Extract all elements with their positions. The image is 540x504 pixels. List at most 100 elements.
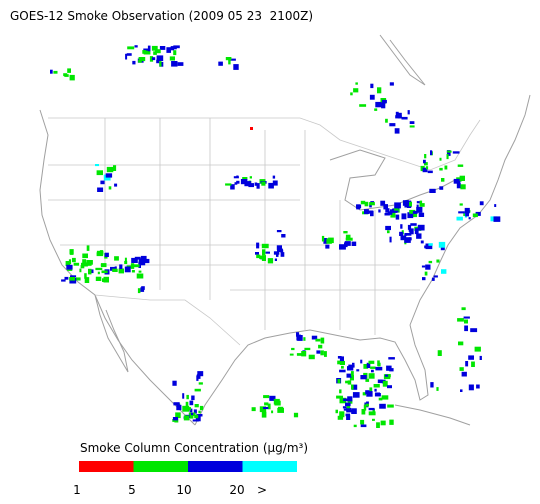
smoke-pixel xyxy=(138,60,142,63)
smoke-pixel xyxy=(175,412,181,419)
smoke-pixel xyxy=(190,412,194,416)
smoke-layer xyxy=(50,45,501,428)
smoke-pixel xyxy=(372,408,375,414)
smoke-pixel xyxy=(366,401,369,404)
smoke-pixel xyxy=(440,245,445,251)
smoke-pixel xyxy=(236,180,240,184)
smoke-pixel xyxy=(347,366,354,371)
smoke-pixel xyxy=(369,387,373,393)
smoke-pixel xyxy=(408,201,412,207)
smoke-pixel xyxy=(97,187,104,192)
smoke-pixel xyxy=(339,244,346,250)
smoke-pixel xyxy=(273,251,280,255)
smoke-pixel xyxy=(280,252,285,257)
smoke-pixel xyxy=(73,262,80,266)
smoke-pixel xyxy=(188,407,191,411)
smoke-pixel xyxy=(233,64,239,70)
smoke-pixel xyxy=(136,273,144,279)
smoke-pixel xyxy=(377,362,381,367)
smoke-pixel xyxy=(407,110,410,115)
smoke-pixel xyxy=(360,375,367,380)
smoke-pixel xyxy=(269,395,276,401)
smoke-pixel xyxy=(325,244,330,249)
smoke-pixel xyxy=(365,403,369,407)
legend-tick-label: 1 xyxy=(73,483,81,497)
smoke-pixel xyxy=(173,50,177,56)
smoke-pixel xyxy=(472,213,478,218)
smoke-pixel xyxy=(385,118,388,123)
smoke-pixel xyxy=(457,318,464,322)
smoke-pixel xyxy=(360,419,365,425)
smoke-pixel xyxy=(464,325,468,332)
smoke-pixel xyxy=(67,268,73,271)
smoke-pixel xyxy=(416,201,420,204)
smoke-pixel xyxy=(337,415,344,420)
smoke-pixel xyxy=(386,365,392,371)
smoke-pixel xyxy=(68,259,72,265)
smoke-pixel xyxy=(256,254,261,259)
smoke-pixel xyxy=(194,414,199,419)
smoke-pixel xyxy=(254,182,258,186)
smoke-pixel xyxy=(177,62,184,66)
smoke-pixel xyxy=(364,201,369,207)
smoke-pixel xyxy=(418,212,425,217)
smoke-pixel xyxy=(196,374,201,379)
smoke-pixel xyxy=(53,70,58,74)
smoke-pixel xyxy=(458,211,465,214)
legend-swatch xyxy=(133,461,188,472)
smoke-pixel xyxy=(131,270,135,273)
smoke-pixel xyxy=(436,259,440,263)
smoke-pixel xyxy=(446,150,451,156)
smoke-pixel xyxy=(385,225,391,231)
smoke-pixel xyxy=(315,338,321,342)
smoke-pixel xyxy=(176,404,182,411)
smoke-pixel xyxy=(393,210,399,213)
smoke-pixel xyxy=(339,395,343,399)
smoke-pixel xyxy=(346,409,353,413)
smoke-pixel xyxy=(101,270,108,274)
smoke-pixel xyxy=(439,186,444,190)
smoke-pixel xyxy=(494,204,497,207)
smoke-pixel xyxy=(134,256,141,260)
smoke-pixel xyxy=(81,262,88,267)
smoke-pixel xyxy=(259,255,263,260)
smoke-pixel xyxy=(428,260,433,264)
smoke-pixel xyxy=(64,276,69,280)
smoke-pixel xyxy=(437,350,442,356)
smoke-pixel xyxy=(414,228,419,235)
smoke-pixel xyxy=(339,356,344,362)
smoke-pixel xyxy=(127,46,135,50)
smoke-pixel xyxy=(479,201,484,206)
smoke-pixel xyxy=(407,212,414,219)
smoke-pixel xyxy=(343,231,348,234)
smoke-pixel xyxy=(410,223,417,226)
smoke-pixel xyxy=(138,270,142,273)
smoke-pixel xyxy=(138,57,146,62)
smoke-pixel xyxy=(72,257,76,263)
smoke-pixel xyxy=(351,384,354,390)
smoke-pixel xyxy=(316,350,321,354)
smoke-pixel xyxy=(423,159,426,164)
baja xyxy=(94,294,129,373)
smoke-pixel xyxy=(132,264,140,268)
smoke-pixel xyxy=(378,209,381,213)
basemap xyxy=(39,34,531,426)
smoke-pixel xyxy=(186,394,189,400)
smoke-pixel xyxy=(323,238,328,244)
smoke-pixel xyxy=(151,45,158,51)
smoke-pixel xyxy=(349,375,354,381)
smoke-pixel xyxy=(182,393,185,399)
smoke-pixel xyxy=(460,184,466,190)
smoke-pixel xyxy=(104,252,109,257)
smoke-pixel xyxy=(339,397,347,404)
smoke-pixel xyxy=(256,183,260,189)
smoke-pixel xyxy=(277,249,281,252)
smoke-pixel xyxy=(69,250,74,255)
smoke-pixel xyxy=(471,361,475,367)
smoke-pixel xyxy=(159,46,166,50)
smoke-pixel xyxy=(320,337,325,344)
smoke-pixel xyxy=(351,408,357,414)
smoke-pixel xyxy=(380,420,386,426)
smoke-pixel xyxy=(296,332,300,337)
smoke-pixel xyxy=(367,210,373,214)
